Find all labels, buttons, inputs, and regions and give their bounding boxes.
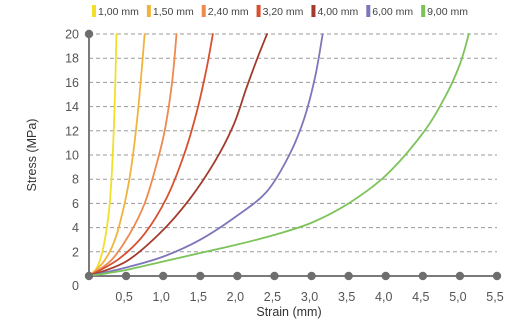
axis-marker <box>455 271 465 281</box>
legend-label: 4,00 mm <box>317 6 358 18</box>
axis-marker <box>381 271 390 281</box>
axis-marker <box>233 271 242 281</box>
y-tick-label: 4 <box>72 221 79 235</box>
y-tick-label: 2 <box>72 245 79 259</box>
y-tick-label: 0 <box>72 279 79 293</box>
legend-label: 1,50 mm <box>153 6 194 18</box>
legend-item: 9,00 mm <box>421 5 468 18</box>
legend-item: 3,20 mm <box>256 5 304 18</box>
axis-marker <box>418 271 428 281</box>
x-tick-label: 5,5 <box>486 290 503 304</box>
axis-marker <box>84 29 94 39</box>
x-tick-label: 3,0 <box>301 290 318 304</box>
grid-lines <box>89 33 497 253</box>
legend-swatch <box>92 5 96 17</box>
axis-marker <box>344 271 353 281</box>
y-tick-label: 12 <box>65 124 79 138</box>
legend-swatch <box>311 5 316 17</box>
legend: 1,00 mm 1,50 mm 2,40 mm 3,20 mm 4,00 mm 6,00 … <box>92 5 468 18</box>
axis-marker <box>158 271 168 281</box>
y-tick-labels: 0 2 4 6 8 10 12 14 16 18 20 <box>65 28 79 294</box>
axis-marker <box>121 271 131 281</box>
y-tick-label: 18 <box>65 52 79 66</box>
legend-item: 1,50 mm <box>146 5 194 18</box>
axis-marker <box>84 271 94 281</box>
legend-label: 1,00 mm <box>98 6 139 18</box>
axis-marker <box>492 271 502 281</box>
x-tick-label: 0,5 <box>115 290 132 304</box>
x-tick-label: 2,5 <box>264 290 281 304</box>
x-tick-labels: 0,5 1,0 1,5 2,0 2,5 3,0 3,5 4,0 4,5 5,0 5,5 <box>115 290 503 304</box>
y-tick-label: 6 <box>72 197 79 211</box>
y-tick-label: 14 <box>65 100 79 114</box>
series-line <box>88 33 118 277</box>
y-tick-label: 8 <box>72 173 79 187</box>
series-line <box>88 33 268 277</box>
axis-markers <box>84 29 502 281</box>
series-line <box>88 33 324 277</box>
x-tick-label: 1,0 <box>152 290 169 304</box>
series-line <box>88 33 470 277</box>
series-line <box>88 33 146 277</box>
y-tick-label: 10 <box>65 149 79 163</box>
legend-swatch <box>366 5 371 17</box>
legend-swatch <box>146 5 151 17</box>
legend-swatch <box>256 5 261 17</box>
series-line <box>88 33 178 277</box>
legend-label: 6,00 mm <box>372 6 413 18</box>
axis-marker <box>307 271 316 281</box>
x-tick-label: 5,0 <box>449 290 466 304</box>
legend-item: 2,40 mm <box>201 5 249 18</box>
axis-marker <box>270 271 279 281</box>
legend-swatch <box>421 5 426 17</box>
axes <box>88 34 499 277</box>
legend-label: 3,20 mm <box>263 6 304 18</box>
y-axis-title: Stress (MPa) <box>25 119 39 192</box>
legend-item: 1,00 mm <box>92 5 139 18</box>
legend-swatch <box>201 5 206 17</box>
x-tick-label: 4,5 <box>412 290 429 304</box>
legend-item: 4,00 mm <box>311 5 359 18</box>
x-tick-label: 1,5 <box>190 290 207 304</box>
axis-marker <box>196 271 205 281</box>
series-line <box>88 33 214 277</box>
y-tick-label: 20 <box>65 28 79 42</box>
y-tick-label: 16 <box>65 76 79 90</box>
x-axis-title: Strain (mm) <box>256 305 321 319</box>
x-tick-label: 4,0 <box>375 290 392 304</box>
legend-label: 9,00 mm <box>427 6 468 18</box>
legend-item: 6,00 mm <box>366 5 413 18</box>
x-tick-label: 2,0 <box>227 290 244 304</box>
x-tick-label: 3,5 <box>338 290 355 304</box>
legend-label: 2,40 mm <box>208 6 249 18</box>
series-lines <box>88 33 470 277</box>
